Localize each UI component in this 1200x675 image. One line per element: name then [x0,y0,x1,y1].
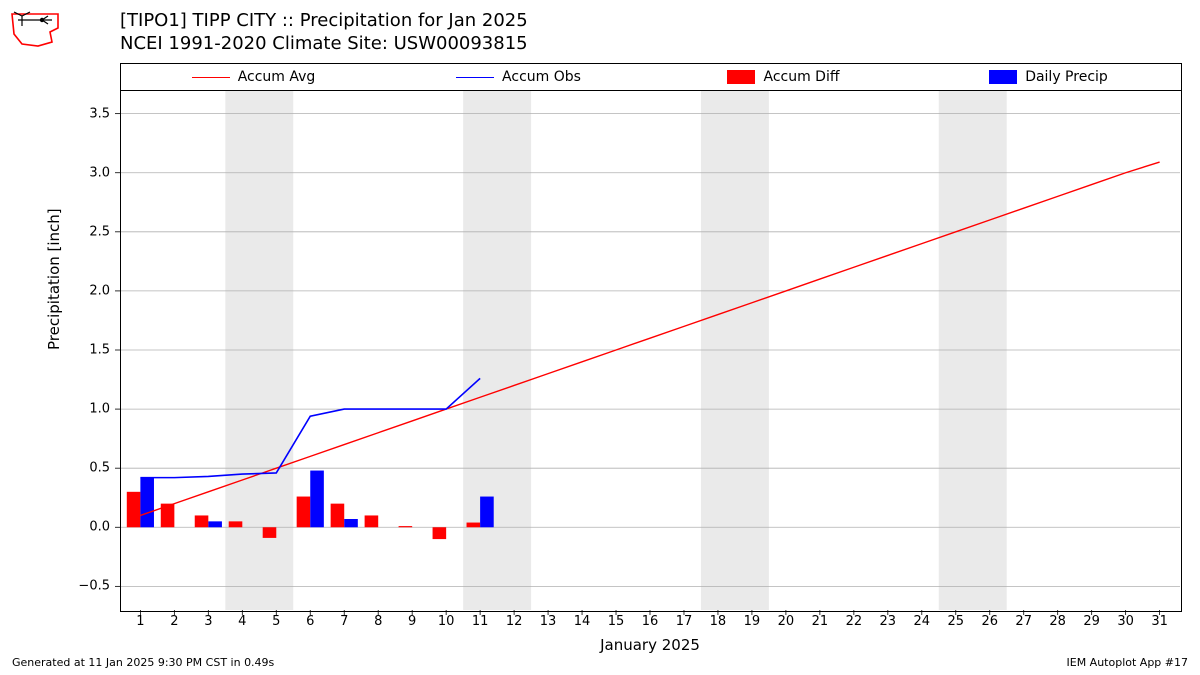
x-tick-label: 12 [506,614,523,629]
x-tick-label: 14 [574,614,591,629]
x-tick-label: 1 [136,614,144,629]
y-tick-label: 0.0 [70,520,110,535]
y-tick-label: −0.5 [70,579,110,594]
x-tick-label: 7 [340,614,348,629]
plot-area [120,90,1180,610]
x-tick-label: 23 [880,614,897,629]
legend-label: Accum Diff [763,69,839,85]
iem-logo [8,8,62,48]
legend-item: Accum Diff [651,69,916,85]
x-tick-label: 15 [608,614,625,629]
legend-swatch [192,77,230,78]
y-tick-label: 3.5 [70,106,110,121]
x-tick-label: 4 [238,614,246,629]
x-tick-label: 19 [744,614,761,629]
title-line-2: NCEI 1991-2020 Climate Site: USW00093815 [120,33,528,56]
x-tick-label: 29 [1083,614,1100,629]
x-tick-label: 26 [981,614,998,629]
x-tick-label: 8 [374,614,382,629]
x-axis-label: January 2025 [120,636,1180,654]
y-axis-label: Precipitation [inch] [45,208,63,350]
legend-label: Accum Avg [238,69,316,85]
y-tick-label: 0.5 [70,461,110,476]
x-tick-label: 22 [846,614,863,629]
x-tick-label: 24 [914,614,931,629]
x-tick-label: 3 [204,614,212,629]
chart-title: [TIPO1] TIPP CITY :: Precipitation for J… [120,10,528,55]
footer-appid: IEM Autoplot App #17 [1067,656,1189,669]
x-tick-label: 2 [170,614,178,629]
x-tick-label: 11 [472,614,489,629]
x-tick-label: 21 [812,614,829,629]
chart-container: [TIPO1] TIPP CITY :: Precipitation for J… [0,0,1200,675]
x-tick-label: 17 [676,614,693,629]
legend-swatch [456,77,494,78]
x-tick-label: 31 [1151,614,1168,629]
x-tick-label: 13 [540,614,557,629]
x-tick-label: 6 [306,614,314,629]
x-tick-label: 20 [778,614,795,629]
legend: Accum Avg Accum Obs Accum Diff Daily Precip [120,63,1182,91]
x-tick-label: 16 [642,614,659,629]
x-tick-label: 25 [947,614,964,629]
y-tick-label: 1.0 [70,402,110,417]
x-tick-label: 30 [1117,614,1134,629]
y-tick-label: 2.5 [70,224,110,239]
footer-generated: Generated at 11 Jan 2025 9:30 PM CST in … [12,656,274,669]
legend-swatch [989,70,1017,84]
y-tick-label: 2.0 [70,283,110,298]
legend-swatch [727,70,755,84]
x-tick-label: 10 [438,614,455,629]
legend-item: Accum Obs [386,69,651,85]
legend-label: Daily Precip [1025,69,1108,85]
x-tick-label: 27 [1015,614,1032,629]
y-tick-label: 3.0 [70,165,110,180]
x-tick-label: 18 [710,614,727,629]
x-tick-label: 9 [408,614,416,629]
legend-item: Daily Precip [916,69,1181,85]
title-line-1: [TIPO1] TIPP CITY :: Precipitation for J… [120,10,528,33]
legend-item: Accum Avg [121,69,386,85]
x-tick-label: 5 [272,614,280,629]
y-tick-label: 1.5 [70,343,110,358]
x-tick-label: 28 [1049,614,1066,629]
legend-label: Accum Obs [502,69,581,85]
